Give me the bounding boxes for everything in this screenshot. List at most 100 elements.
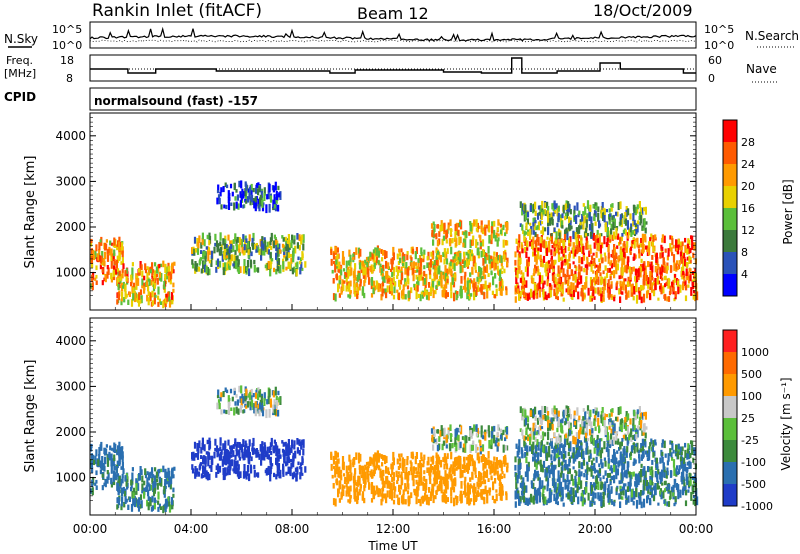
power-cell — [544, 291, 547, 300]
velocity-cell — [462, 447, 465, 453]
power-cell — [289, 262, 292, 270]
power-cell — [275, 239, 278, 247]
power-cell — [685, 262, 688, 269]
velocity-cell — [477, 477, 480, 482]
power-cell — [659, 252, 662, 259]
velocity-cell — [468, 487, 471, 495]
velocity-cell — [459, 441, 462, 449]
power-cell — [172, 288, 175, 293]
power-cell — [422, 254, 425, 259]
velocity-cell — [272, 404, 275, 414]
power-cell — [473, 278, 476, 287]
power-cell — [505, 221, 508, 230]
power-cell — [521, 224, 524, 231]
power-cell — [153, 282, 156, 289]
velocity-cell — [436, 429, 439, 434]
velocity-cell — [541, 480, 544, 489]
velocity-cell — [659, 471, 662, 480]
power-cell — [540, 221, 544, 225]
velocity-cell — [110, 466, 113, 474]
velocity-cell — [474, 467, 477, 475]
power-cell — [359, 278, 362, 287]
power-cell — [229, 183, 233, 189]
power-cell — [166, 295, 169, 302]
velocity-cell — [681, 480, 684, 485]
velocity-cell — [487, 489, 490, 494]
velocity-cell — [149, 484, 152, 491]
freq-left-tick-top: 18 — [60, 54, 74, 67]
power-cell — [487, 246, 490, 254]
power-cell — [233, 183, 236, 191]
power-cell — [494, 256, 497, 263]
power-cell — [433, 260, 436, 267]
velocity-cell — [337, 488, 340, 498]
power-cell — [406, 285, 410, 290]
power-cell — [582, 211, 585, 216]
velocity-cell — [537, 473, 540, 481]
power-cell — [144, 269, 148, 274]
velocity-cell — [113, 470, 116, 477]
power-cell — [619, 214, 622, 220]
power-cell — [649, 237, 652, 242]
power-cell — [484, 266, 487, 273]
velocity-cell — [545, 499, 548, 506]
power-cell — [610, 223, 613, 230]
velocity-cell — [167, 480, 171, 488]
velocity-cell — [113, 464, 116, 470]
power-colorbar-tick: 20 — [741, 180, 755, 193]
power-cell — [598, 263, 601, 269]
velocity-cell — [436, 485, 439, 492]
power-cell — [213, 246, 216, 254]
velocity-cell — [269, 442, 272, 447]
velocity-cell — [356, 491, 359, 500]
colorbar-segment — [723, 142, 737, 164]
velocity-cell — [275, 474, 278, 480]
power-cell — [615, 252, 618, 260]
power-cell — [464, 287, 467, 293]
power-cell — [606, 227, 609, 236]
power-cell — [257, 267, 260, 273]
velocity-cell — [532, 450, 535, 456]
power-cell — [238, 180, 241, 188]
power-cell — [462, 285, 465, 290]
power-cell — [585, 234, 588, 241]
velocity-cell — [481, 456, 484, 462]
power-cell — [466, 280, 469, 290]
velocity-cell — [168, 504, 172, 513]
power-cell — [520, 270, 523, 275]
velocity-cell — [243, 454, 246, 459]
power-cell — [98, 255, 101, 262]
ytick-label: 1000 — [55, 266, 86, 280]
velocity-cell — [130, 503, 134, 512]
power-cell — [400, 248, 403, 253]
power-cell — [348, 294, 351, 299]
power-cell — [563, 250, 566, 254]
power-cell — [664, 283, 667, 288]
power-cell — [277, 258, 280, 265]
velocity-cell — [638, 457, 641, 464]
power-cell — [436, 280, 439, 287]
power-cell — [437, 267, 440, 275]
power-cell — [105, 239, 108, 243]
power-cell — [495, 284, 498, 288]
velocity-cell — [237, 469, 240, 474]
power-cell — [385, 271, 388, 280]
power-cell — [678, 260, 681, 266]
power-cell — [615, 227, 618, 236]
power-cell — [637, 268, 640, 277]
power-cell — [576, 202, 579, 211]
power-cell — [281, 235, 284, 239]
power-cell — [120, 261, 123, 265]
power-cell — [582, 245, 585, 250]
velocity-cell — [353, 488, 357, 497]
power-cell — [562, 297, 565, 302]
velocity-cell — [562, 502, 565, 507]
power-cell — [523, 234, 526, 242]
power-cell — [385, 251, 388, 258]
power-cell — [230, 249, 233, 253]
velocity-cell — [417, 463, 420, 468]
velocity-cell — [141, 475, 144, 483]
power-cell — [578, 264, 581, 273]
power-cell — [619, 237, 622, 245]
velocity-cell — [454, 495, 457, 500]
